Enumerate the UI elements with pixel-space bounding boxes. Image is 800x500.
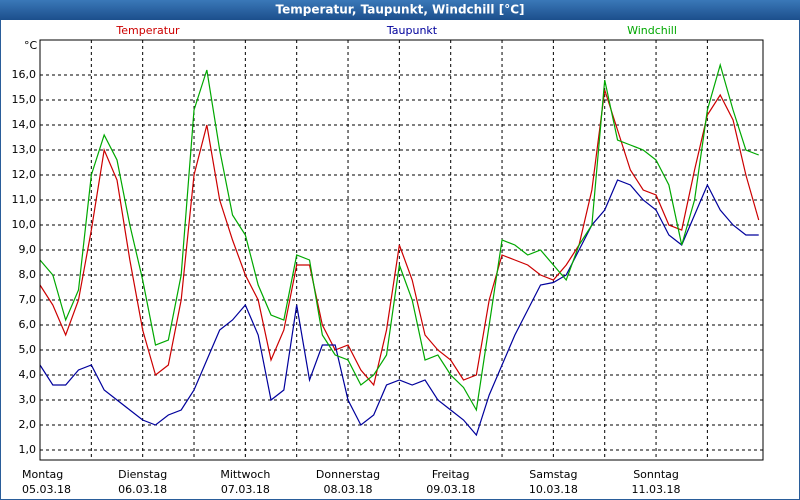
y-tick-label: 1,0 [19,443,37,456]
y-tick-label: 10,0 [12,218,37,231]
legend-entry: Windchill [627,24,677,37]
x-tick-label: Sonntag [633,468,679,481]
plot-border [39,39,764,461]
y-tick-label: 16,0 [12,68,37,81]
x-tick-label: Donnerstag [316,468,380,481]
title-bar [0,0,800,20]
x-tick-label: Dienstag [118,468,167,481]
y-tick-label: 6,0 [19,318,37,331]
series-line [39,89,760,387]
y-tick-label: 4,0 [19,368,37,381]
x-tick-label: Montag [22,468,63,481]
x-tick-label: Mittwoch [220,468,270,481]
legend-entry: Taupunkt [386,24,438,37]
chart-title: Temperatur, Taupunkt, Windchill [°C] [276,3,525,17]
y-unit: °C [24,39,38,52]
series-line [39,62,759,412]
x-tick-date: 07.03.18 [221,483,270,496]
x-tick-date: 10.03.18 [529,483,578,496]
y-tick-label: 14,0 [12,118,37,131]
x-tick-date: 11.03.18 [632,483,681,496]
y-tick-label: 3,0 [19,393,37,406]
x-tick-label: Samstag [529,468,577,481]
y-tick-label: 12,0 [12,168,37,181]
series-line [39,179,759,437]
x-tick-date: 09.03.18 [426,483,475,496]
x-tick-date: 05.03.18 [22,483,71,496]
y-tick-label: 9,0 [19,243,37,256]
x-tick-label: Freitag [432,468,470,481]
y-tick-label: 13,0 [12,143,37,156]
y-tick-label: 11,0 [12,193,37,206]
y-tick-label: 15,0 [12,93,37,106]
y-tick-label: 5,0 [19,343,37,356]
legend-entry: Temperatur [115,24,180,37]
y-tick-label: 7,0 [19,293,37,306]
x-tick-date: 06.03.18 [118,483,167,496]
x-tick-date: 08.03.18 [324,483,373,496]
y-tick-label: 2,0 [19,418,37,431]
y-tick-label: 8,0 [19,268,37,281]
